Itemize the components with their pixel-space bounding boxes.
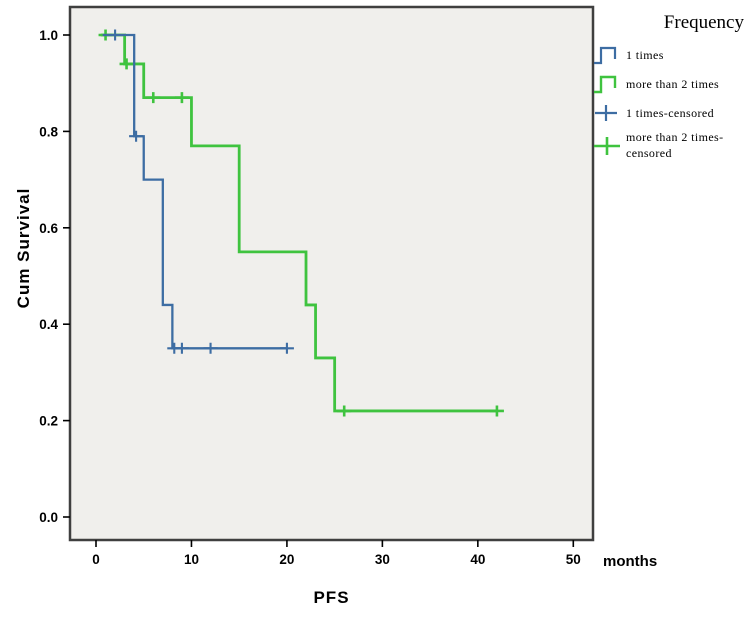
legend-item-1-times-censored: 1 times-censored	[592, 100, 748, 126]
legend-item-more-than-2-times: more than 2 times	[592, 71, 748, 97]
censor-mark	[174, 92, 189, 104]
legend-item-label: 1 times	[626, 47, 664, 62]
censor-mark	[337, 405, 352, 417]
step-line-icon	[594, 75, 617, 94]
y-axis-title: Cum Survival	[14, 187, 33, 309]
x-axis-title: PFS	[313, 588, 350, 607]
x-tick-label: 30	[375, 552, 390, 567]
survival-curve-1-times	[102, 33, 287, 350]
x-tick-label: 50	[566, 552, 581, 567]
plus-icon	[595, 105, 617, 121]
y-tick-label: 0.2	[39, 414, 58, 429]
legend-item-1-times: 1 times	[592, 42, 748, 68]
x-tick-label: 20	[279, 552, 294, 567]
y-tick-label: 0.0	[39, 510, 58, 525]
step-line-icon	[594, 46, 617, 65]
x-tick-label: 40	[470, 552, 485, 567]
legend-item-label: more than 2 times-censored	[626, 130, 724, 161]
legend: Frequency 1 times more than 2 times 1 ti…	[592, 12, 748, 164]
x-axis-unit-label: months	[603, 553, 658, 570]
y-tick-label: 0.6	[39, 221, 58, 236]
legend-item-more-than-2-times-censored: more than 2 times-censored	[592, 129, 748, 161]
censor-mark	[129, 130, 144, 142]
censor-mark	[146, 92, 161, 104]
censor-mark	[108, 29, 123, 41]
censor-mark	[174, 342, 189, 354]
y-tick-label: 0.4	[39, 317, 58, 332]
censor-mark	[279, 342, 294, 354]
legend-item-label: more than 2 times	[626, 76, 720, 91]
censor-mark	[119, 58, 134, 70]
censor-mark	[203, 342, 218, 354]
legend-item-label: 1 times-censored	[626, 105, 715, 120]
plus-icon	[594, 137, 620, 156]
x-tick-label: 10	[184, 552, 199, 567]
x-tick-label: 0	[92, 552, 100, 567]
legend-title: Frequency	[663, 12, 744, 33]
plot-area	[68, 5, 595, 542]
y-tick-label: 1.0	[39, 28, 58, 43]
y-tick-label: 0.8	[39, 124, 58, 139]
censor-mark	[489, 405, 504, 417]
